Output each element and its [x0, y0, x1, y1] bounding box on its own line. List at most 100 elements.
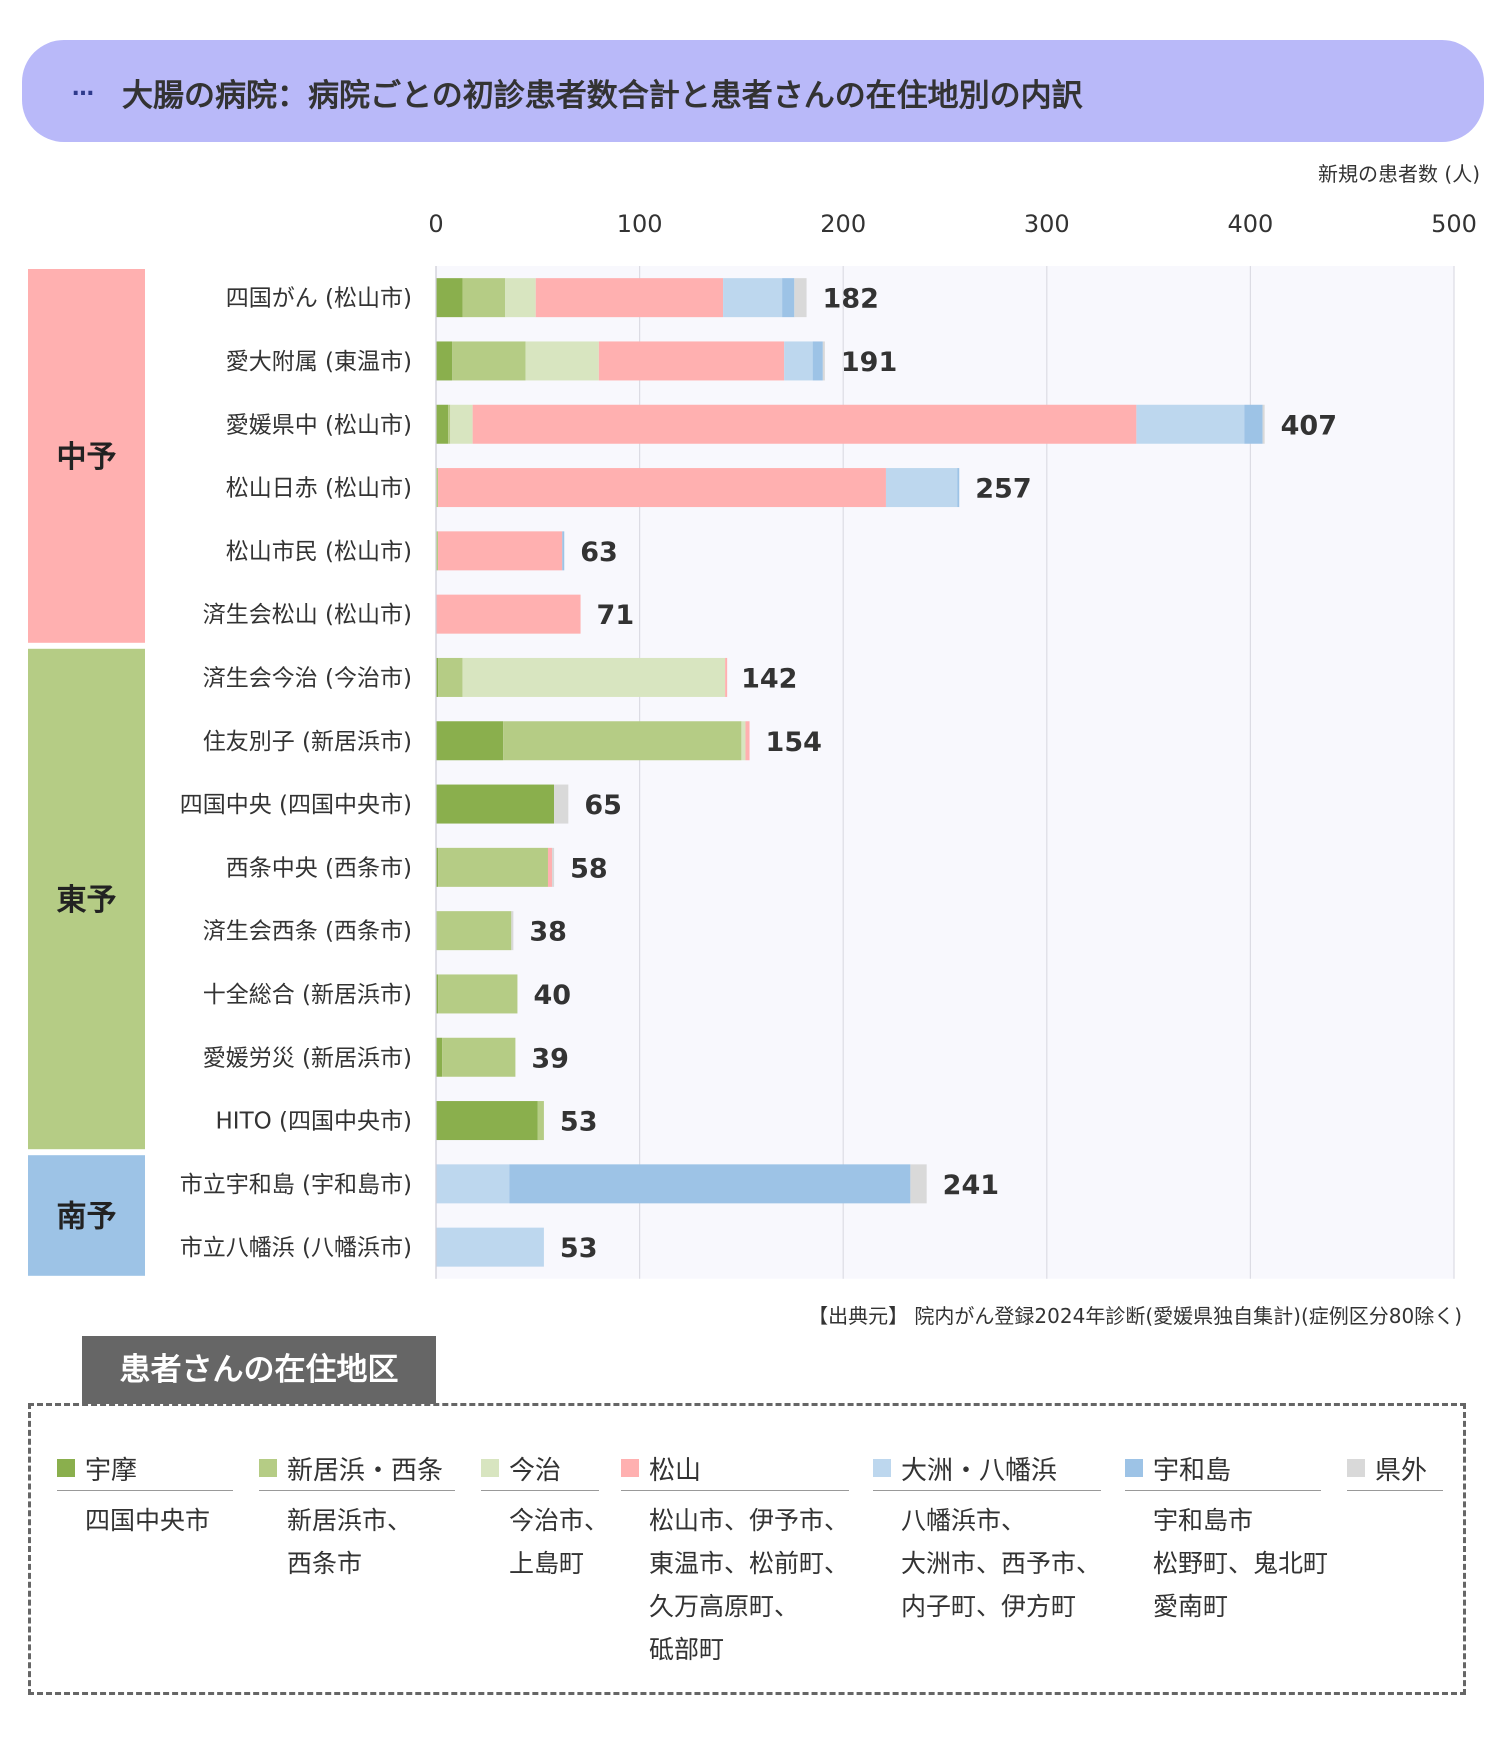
bar-segment: [448, 404, 451, 444]
legend-area: 松野町、鬼北町: [1153, 1549, 1329, 1578]
bar-segment: [438, 974, 518, 1014]
bar-segment: [436, 974, 439, 1014]
legend-title: 患者さんの在住地区: [82, 1336, 436, 1404]
legend-swatch: [873, 1459, 891, 1477]
bar-segment: [509, 1164, 911, 1204]
legend-area: 大洲市、西予市、: [901, 1549, 1102, 1578]
bar-segment: [436, 1101, 538, 1141]
bar-segment: [794, 278, 807, 318]
total-data-label: 53: [560, 1233, 598, 1264]
total-data-label: 71: [597, 600, 635, 631]
page-title: 大腸の病院：病院ごとの初診患者数合計と患者さんの在住地別の内訳: [122, 78, 1083, 114]
hospital-label: 松山日赤 (松山市): [226, 476, 412, 502]
legend-area: 今治市、: [509, 1506, 610, 1535]
total-data-label: 53: [560, 1107, 598, 1138]
bar-segment: [1136, 404, 1245, 444]
total-data-label: 63: [580, 537, 618, 568]
bar-segment: [505, 278, 536, 318]
bar-segment: [741, 721, 746, 761]
total-data-label: 182: [823, 284, 879, 315]
bar-segment: [436, 404, 449, 444]
region-group-box: [28, 648, 145, 1150]
bar-segment: [910, 1164, 927, 1204]
bar-segment: [1262, 404, 1265, 444]
region-group-box: [28, 1155, 145, 1276]
bar-segment: [812, 341, 823, 381]
bar-segment: [554, 784, 569, 824]
region-group-box: [28, 269, 145, 643]
total-data-label: 58: [570, 853, 608, 884]
region-group-label: 中予: [57, 440, 117, 475]
legend-name: 大洲・八幡浜: [901, 1455, 1058, 1486]
hospital-label: 愛媛県中 (松山市): [226, 412, 412, 438]
bar-segment: [436, 784, 555, 824]
bar-segment: [723, 278, 783, 318]
bar-segment: [562, 531, 565, 571]
bar-segment: [552, 847, 555, 887]
legend-name: 今治: [509, 1455, 562, 1486]
legend-name: 新居浜・西条: [287, 1455, 444, 1486]
legend-area: 西条市: [287, 1549, 363, 1578]
total-data-label: 38: [529, 917, 567, 948]
bar-segment: [547, 847, 553, 887]
bar-segment: [436, 468, 439, 508]
hospital-label: HITO (四国中央市): [216, 1109, 413, 1135]
legend-area: 松山市、伊予市、: [649, 1506, 850, 1535]
bar-segment: [462, 278, 506, 318]
legend-swatch: [1125, 1459, 1143, 1477]
legend-area: 新居浜市、: [287, 1506, 413, 1535]
total-data-label: 65: [584, 790, 622, 821]
x-tick-label: 300: [1024, 210, 1070, 238]
bar-segment: [1244, 404, 1263, 444]
legend-item-niihama-saijo: 新居浜・西条 新居浜市、 西条市: [259, 1448, 455, 1585]
bar-segment: [525, 341, 599, 381]
bar-segment: [745, 721, 750, 761]
total-data-label: 257: [975, 474, 1031, 505]
legend-swatch: [621, 1459, 639, 1477]
bar-segment: [450, 404, 473, 444]
bar-segment: [436, 278, 463, 318]
bar-segment: [535, 278, 724, 318]
hospital-label: 済生会松山 (松山市): [203, 602, 412, 628]
bar-segment: [436, 911, 512, 951]
hospital-label: 四国がん (松山市): [226, 286, 412, 312]
bar-segment: [438, 657, 463, 697]
more-icon[interactable]: …: [72, 76, 95, 101]
x-tick-label: 100: [617, 210, 663, 238]
hospital-label: 愛媛労災 (新居浜市): [203, 1045, 412, 1071]
total-data-label: 142: [741, 663, 797, 694]
legend-area: 内子町、伊方町: [901, 1592, 1077, 1621]
bar-segment: [822, 341, 825, 381]
bar-segment: [442, 1037, 516, 1077]
legend-area: 四国中央市: [85, 1506, 211, 1535]
bar-segment: [436, 594, 581, 634]
hospital-label: 十全総合 (新居浜市): [203, 982, 412, 1008]
legend-item-imabari: 今治 今治市、 上島町: [481, 1448, 610, 1585]
legend-name: 県外: [1375, 1455, 1428, 1486]
legend-area: 愛南町: [1153, 1592, 1229, 1621]
hospital-label: 愛大附属 (東温市): [226, 349, 412, 375]
bar-segment: [436, 1227, 544, 1267]
legend-item-matsuyama: 松山 松山市、伊予市、 東温市、松前町、 久万高原町、 砥部町: [621, 1448, 849, 1671]
bar-segment: [436, 341, 453, 381]
hospital-label: 松山市民 (松山市): [226, 539, 412, 565]
bar-segment: [436, 531, 439, 571]
source-note: 【出典元】 院内がん登録2024年診断(愛媛県独自集計)(症例区分80除く): [808, 1304, 1462, 1328]
legend-area: 東温市、松前町、: [649, 1549, 850, 1578]
x-tick-label: 400: [1227, 210, 1273, 238]
bar-segment: [452, 341, 526, 381]
bar-segment: [438, 847, 548, 887]
bar-segment: [782, 278, 795, 318]
total-data-label: 39: [531, 1043, 569, 1074]
legend-name: 松山: [649, 1455, 702, 1486]
bar-segment: [472, 404, 1137, 444]
bar-segment: [598, 341, 785, 381]
x-tick-label: 500: [1431, 210, 1477, 238]
region-group-label: 東予: [57, 883, 117, 918]
hospital-label: 四国中央 (四国中央市): [180, 792, 412, 818]
bar-segment: [438, 468, 886, 508]
bar-segment: [436, 847, 439, 887]
x-tick-label: 0: [428, 210, 443, 238]
bar-segment: [784, 341, 813, 381]
legend-item-uwajima: 宇和島 宇和島市 松野町、鬼北町 愛南町: [1125, 1448, 1329, 1628]
